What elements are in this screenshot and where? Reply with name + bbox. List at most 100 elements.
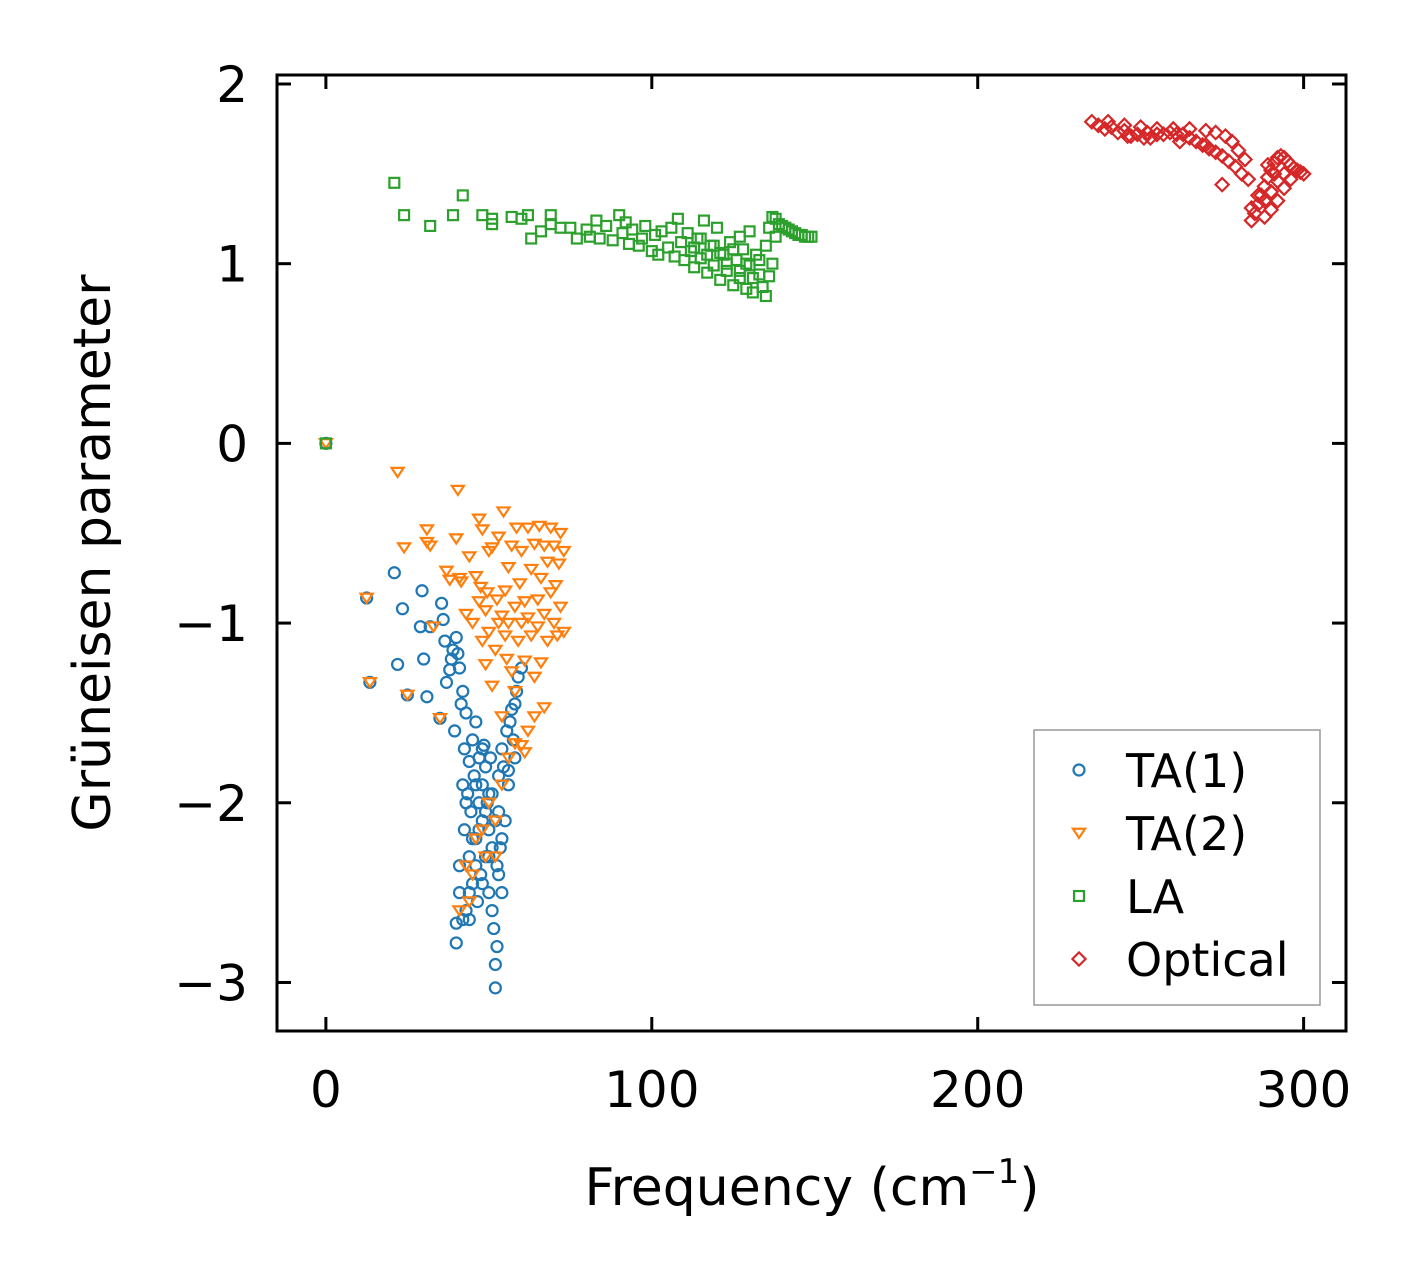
- data-point: [1119, 127, 1136, 145]
- data-point: [465, 733, 480, 747]
- data-point: [451, 905, 468, 918]
- data-point: [413, 620, 428, 634]
- data-point: [1207, 124, 1224, 141]
- data-point: [593, 232, 606, 245]
- data-point: [396, 542, 413, 555]
- data-point: [485, 904, 499, 918]
- data-point: [534, 225, 548, 238]
- data-point: [539, 556, 556, 569]
- data-point: [714, 246, 727, 259]
- data-point: [1223, 133, 1241, 150]
- data-point: [523, 630, 540, 643]
- data-point: [493, 779, 510, 792]
- data-point: [483, 542, 501, 555]
- data-point: [436, 612, 450, 627]
- data-point: [495, 832, 509, 846]
- data-point: [547, 580, 564, 593]
- data-point: [508, 697, 522, 711]
- legend-label: TA(1): [1125, 744, 1247, 798]
- data-point: [456, 912, 470, 927]
- x-tick-label: 100: [604, 1061, 699, 1119]
- y-tick-label: 2: [216, 56, 248, 114]
- data-point: [1099, 113, 1117, 130]
- data-point: [474, 524, 491, 537]
- data-point: [456, 189, 469, 202]
- data-point: [550, 558, 568, 571]
- data-point: [1181, 120, 1198, 138]
- data-point: [361, 677, 378, 690]
- data-point: [477, 605, 494, 618]
- data-point: [536, 608, 553, 621]
- data-point: [501, 763, 515, 778]
- data-point: [606, 234, 619, 247]
- data-point: [632, 239, 645, 252]
- data-point: [457, 823, 472, 837]
- data-point: [477, 851, 494, 864]
- x-axis-label-superscript: −1: [969, 1152, 1019, 1192]
- data-point: [449, 484, 466, 497]
- data-point: [488, 957, 502, 972]
- legend-label: TA(2): [1125, 807, 1247, 861]
- data-point: [464, 869, 481, 882]
- data-point: [1122, 127, 1140, 145]
- data-point: [529, 594, 546, 607]
- data-point: [545, 617, 563, 630]
- data-point: [531, 520, 548, 533]
- data-point: [707, 259, 720, 272]
- data-point: [523, 563, 540, 576]
- y-tick-label: 1: [216, 236, 248, 294]
- data-point: [639, 219, 652, 232]
- data-point: [500, 562, 517, 575]
- data-point: [549, 630, 566, 643]
- data-point: [555, 545, 572, 559]
- y-tick-label: 0: [216, 415, 248, 473]
- data-point: [671, 212, 684, 225]
- x-tick-label: 0: [310, 1061, 342, 1119]
- data-point: [701, 248, 714, 261]
- data-point: [319, 437, 332, 450]
- data-point: [759, 239, 772, 252]
- data-point: [446, 209, 460, 222]
- data-point: [487, 851, 504, 864]
- y-tick-label: −1: [174, 595, 248, 653]
- data-point: [665, 221, 678, 234]
- data-point: [688, 261, 701, 274]
- data-point: [511, 578, 528, 591]
- data-point: [766, 210, 779, 224]
- data-point: [506, 686, 524, 699]
- legend-label: Optical: [1126, 933, 1288, 987]
- data-point: [470, 513, 488, 526]
- data-point: [519, 725, 537, 738]
- data-point: [684, 245, 697, 258]
- data-point: [1148, 120, 1166, 138]
- data-point: [498, 653, 515, 666]
- legend-label: LA: [1126, 870, 1185, 924]
- data-point: [457, 742, 472, 756]
- data-point: [464, 617, 481, 630]
- legend-marker: [1070, 827, 1088, 840]
- legend-marker: [1070, 950, 1088, 968]
- data-point: [451, 647, 465, 661]
- data-point: [456, 684, 470, 698]
- data-point: [1240, 171, 1257, 188]
- data-point: [492, 868, 506, 882]
- data-point: [600, 219, 613, 232]
- data-point: [490, 939, 504, 954]
- data-point: [358, 592, 375, 605]
- data-point: [570, 232, 583, 245]
- data-point: [459, 796, 473, 810]
- data-point: [467, 571, 484, 584]
- data-point: [1243, 199, 1260, 217]
- data-point: [480, 797, 497, 810]
- data-point: [467, 833, 484, 846]
- data-point: [493, 711, 510, 724]
- series-LA: [319, 176, 818, 450]
- data-point: [474, 635, 491, 648]
- data-point: [525, 232, 538, 245]
- data-point: [678, 254, 691, 267]
- data-point: [1256, 192, 1273, 209]
- data-point: [503, 666, 520, 679]
- data-point: [480, 626, 497, 639]
- data-point: [740, 257, 753, 270]
